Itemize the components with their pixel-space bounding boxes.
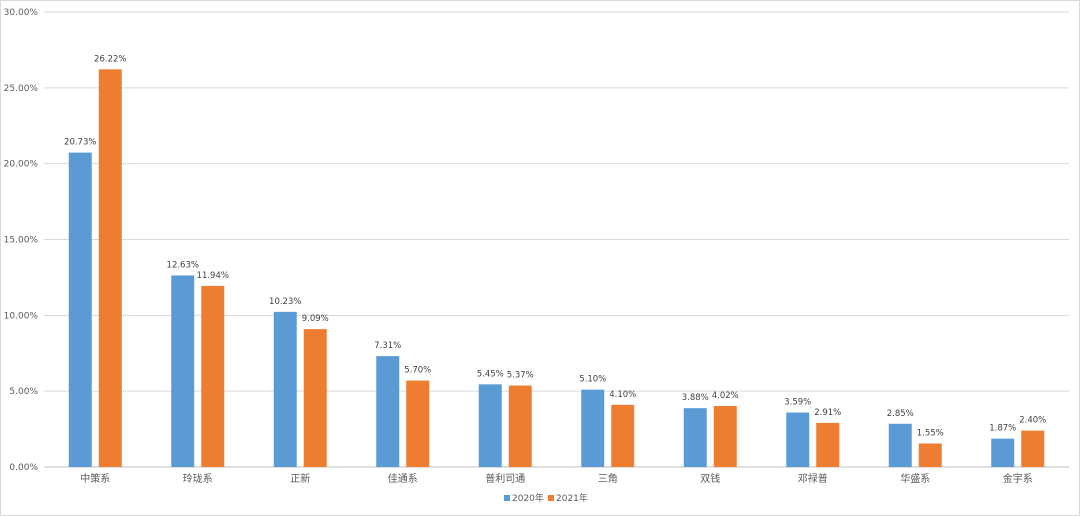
bar-2021-8 bbox=[918, 443, 942, 467]
bar-2021-5 bbox=[611, 404, 635, 467]
data-label: 4.02% bbox=[712, 391, 739, 401]
data-label: 5.37% bbox=[507, 371, 534, 381]
bar-2020-6 bbox=[683, 408, 707, 467]
category-label: 金宇系 bbox=[1003, 472, 1033, 485]
legend-swatch bbox=[504, 495, 510, 501]
category-label: 三角 bbox=[598, 473, 618, 485]
data-labels: 20.73% 26.22% 12.63%11.94% 10.23%9.09% 7.31%… bbox=[64, 54, 1046, 438]
data-label: 3.59% bbox=[784, 398, 811, 408]
bar-2021-1 bbox=[201, 285, 225, 467]
y-tick-label: 25.00% bbox=[4, 84, 39, 94]
bar-2021-9 bbox=[1021, 430, 1045, 467]
data-label: 1.87% bbox=[989, 424, 1016, 434]
data-label: 2.91% bbox=[814, 408, 841, 418]
data-label: 12.63% bbox=[167, 260, 199, 270]
bar-2020-0 bbox=[68, 152, 92, 467]
bar-2020-9 bbox=[991, 438, 1015, 467]
bar-2020-3 bbox=[376, 356, 400, 467]
data-label: 26.22% bbox=[94, 54, 126, 64]
bars bbox=[68, 69, 1045, 467]
data-label: 5.45% bbox=[477, 369, 504, 379]
category-label: 中策系 bbox=[80, 472, 110, 485]
data-label: 10.23% bbox=[269, 297, 301, 307]
bar-2021-0 bbox=[98, 69, 122, 467]
bar-2021-7 bbox=[816, 422, 840, 467]
x-axis-categories: 中策系 玲珑系 正新 佳通系 普利司通 三角 双钱 邓禄普 华盛系 金宇系 bbox=[80, 472, 1033, 485]
bar-2020-4 bbox=[478, 384, 502, 467]
data-label: 4.10% bbox=[609, 390, 636, 400]
y-tick-label: 10.00% bbox=[4, 311, 39, 321]
category-label: 玲珑系 bbox=[183, 473, 213, 485]
legend: 2020年 2021年 bbox=[504, 492, 588, 504]
legend-label: 2021年 bbox=[556, 492, 588, 504]
data-label: 2.85% bbox=[887, 409, 914, 419]
bar-2020-1 bbox=[171, 275, 195, 467]
category-label: 正新 bbox=[290, 472, 310, 485]
bar-2021-4 bbox=[508, 385, 532, 467]
data-label: 7.31% bbox=[374, 341, 401, 351]
bar-2020-2 bbox=[273, 311, 297, 467]
bar-2021-6 bbox=[713, 406, 737, 467]
data-label: 1.55% bbox=[917, 428, 944, 438]
y-tick-label: 30.00% bbox=[4, 8, 39, 18]
y-tick-label: 20.00% bbox=[4, 160, 39, 170]
category-label: 双钱 bbox=[700, 472, 720, 485]
bar-2020-7 bbox=[786, 412, 810, 467]
category-label: 普利司通 bbox=[485, 472, 525, 485]
bar-2021-3 bbox=[406, 380, 430, 467]
data-label: 20.73% bbox=[64, 138, 96, 148]
y-axis-ticks: 0.00% 5.00% 10.00% 15.00% 20.00% 25.00% 30.00% bbox=[4, 8, 39, 473]
bar-2020-8 bbox=[888, 423, 912, 467]
y-tick-label: 0.00% bbox=[9, 463, 38, 473]
legend-swatch bbox=[548, 495, 554, 501]
y-tick-label: 5.00% bbox=[9, 387, 38, 397]
bar-2021-2 bbox=[303, 329, 327, 467]
category-label: 佳通系 bbox=[388, 472, 418, 485]
bar-2020-5 bbox=[581, 389, 605, 467]
y-tick-label: 15.00% bbox=[4, 236, 39, 246]
gridlines bbox=[44, 11, 1069, 468]
data-label: 3.88% bbox=[682, 393, 709, 403]
data-label: 2.40% bbox=[1019, 416, 1046, 426]
data-label: 5.70% bbox=[404, 366, 431, 376]
legend-label: 2020年 bbox=[512, 492, 544, 504]
data-label: 5.10% bbox=[579, 375, 606, 385]
data-label: 11.94% bbox=[197, 271, 229, 281]
category-label: 邓禄普 bbox=[798, 472, 828, 485]
category-label: 华盛系 bbox=[900, 472, 930, 485]
data-label: 9.09% bbox=[302, 314, 329, 324]
